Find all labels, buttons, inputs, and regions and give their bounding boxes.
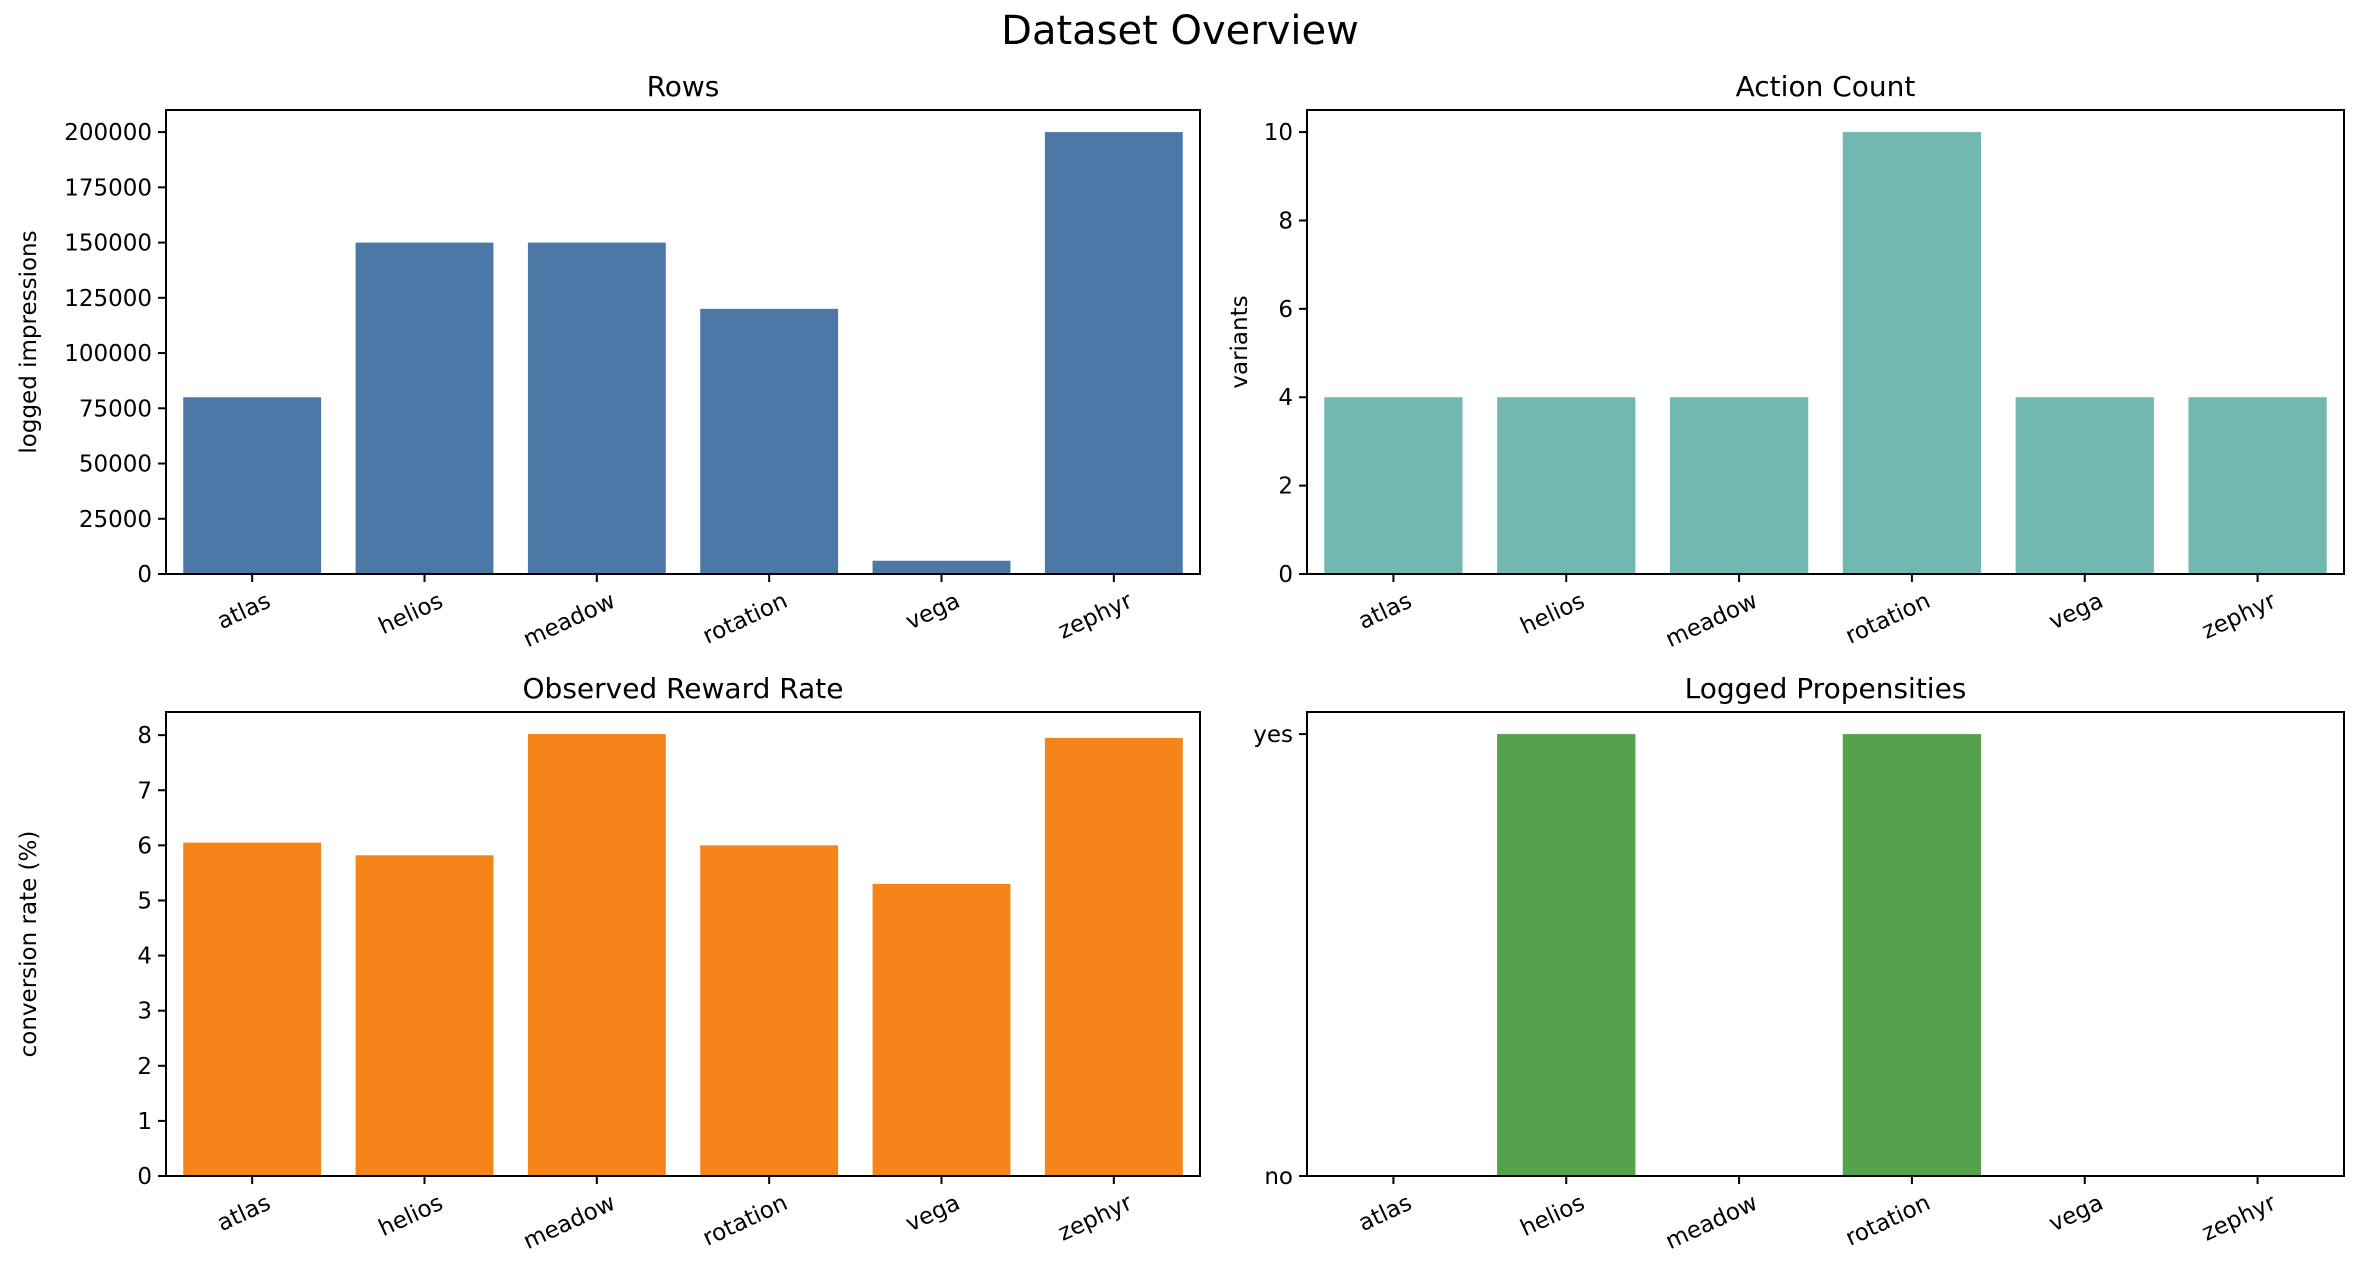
x-tick-label: zephyr [1054,1190,1137,1247]
axes-frame [1306,109,2345,575]
bar-rotation [1842,734,1982,1176]
panel-title: Observed Reward Rate [523,672,844,705]
x-tick-label: zephyr [1054,588,1137,645]
y-tick-label: 4 [1278,385,1293,411]
bar-atlas [183,397,322,574]
x-tick-label: meadow [519,588,619,653]
bar-atlas [183,842,322,1176]
y-tick-label: 10 [1264,120,1293,146]
y-axis-label: logged impressions [16,230,42,453]
y-tick-label: 1 [137,1109,152,1135]
y-tick-label: 4 [137,944,152,970]
x-tick-label: atlas [213,588,274,635]
bar-helios [355,242,494,575]
x-tick-label: zephyr [2198,588,2281,645]
y-tick-label: 75000 [79,396,152,422]
y-tick-label: 125000 [64,286,152,312]
bar-helios [1497,734,1636,1176]
x-tick-label: meadow [1662,1190,1762,1255]
x-tick-label: helios [375,1190,447,1242]
figure-title: Dataset Overview [1001,8,1359,54]
bar-helios [1497,397,1636,574]
x-tick-label: rotation [1842,588,1935,650]
y-tick-label: 2 [137,1054,152,1080]
y-tick-label: 100000 [64,341,152,367]
axes-frame [1306,711,2345,1177]
x-tick-label: helios [1517,1190,1589,1242]
y-tick-label: 150000 [64,231,152,257]
axes-frame [165,109,1201,575]
bar-rotation [700,308,839,574]
bar-meadow [527,242,666,575]
x-tick-label: vega [2045,1190,2107,1237]
y-tick-label: 2 [1278,474,1293,500]
y-tick-label: yes [1253,722,1293,748]
y-tick-label: 50000 [79,452,152,478]
y-tick-label: 25000 [79,507,152,533]
bar-vega [872,883,1011,1176]
x-tick-label: meadow [1662,588,1762,653]
y-axis-label: conversion rate (%) [16,831,42,1058]
x-tick-label: atlas [213,1190,274,1237]
bar-zephyr [1044,737,1183,1176]
panel-title: Logged Propensities [1685,672,1967,705]
x-tick-label: vega [2045,588,2107,635]
bar-zephyr [2188,397,2327,574]
x-tick-label: zephyr [2198,1190,2281,1247]
x-tick-label: rotation [1842,1190,1935,1252]
x-tick-label: rotation [699,1190,792,1252]
x-tick-label: helios [1517,588,1589,640]
x-tick-label: rotation [699,588,792,650]
y-tick-label: 8 [137,723,152,749]
y-tick-label: 6 [1278,297,1293,323]
x-tick-label: vega [902,1190,964,1237]
x-tick-label: vega [902,588,964,635]
bar-vega [872,560,1011,574]
x-tick-label: meadow [519,1190,619,1255]
y-tick-label: 0 [1278,562,1293,588]
bar-rotation [700,845,839,1176]
bar-vega [2015,397,2154,574]
bar-meadow [527,734,666,1176]
y-tick-label: 5 [137,888,152,914]
panel-title: Action Count [1736,70,1916,103]
axes-frame [165,711,1201,1177]
y-tick-label: 6 [137,833,152,859]
y-tick-label: 200000 [64,120,152,146]
y-tick-label: 0 [137,562,152,588]
bar-zephyr [1044,132,1183,574]
x-tick-label: atlas [1355,1190,1416,1237]
y-tick-label: 7 [137,778,152,804]
bar-rotation [1842,132,1982,574]
x-tick-label: helios [375,588,447,640]
y-tick-label: 8 [1278,208,1293,234]
bar-meadow [1669,397,1809,574]
y-tick-label: no [1264,1164,1293,1190]
bar-helios [355,855,494,1176]
bar-atlas [1324,397,1463,574]
x-tick-label: atlas [1355,588,1416,635]
panel-title: Rows [647,70,720,103]
y-tick-label: 0 [137,1164,152,1190]
y-axis-label: variants [1227,295,1253,388]
y-tick-label: 3 [137,999,152,1025]
y-tick-label: 175000 [64,175,152,201]
